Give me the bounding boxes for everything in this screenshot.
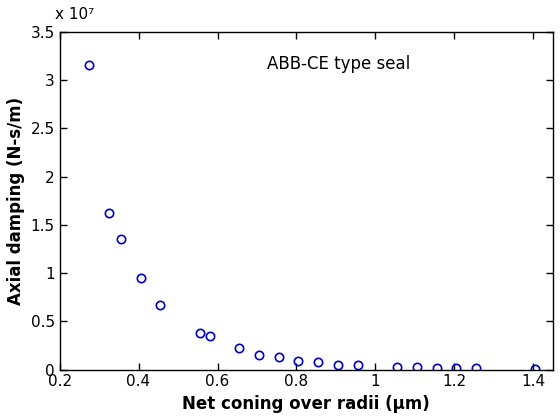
Y-axis label: Axial damping (N-s/m): Axial damping (N-s/m): [7, 97, 25, 304]
Text: ABB-CE type seal: ABB-CE type seal: [267, 55, 410, 74]
Text: x 10⁷: x 10⁷: [55, 6, 94, 21]
X-axis label: Net coning over radii (μm): Net coning over radii (μm): [183, 395, 430, 413]
